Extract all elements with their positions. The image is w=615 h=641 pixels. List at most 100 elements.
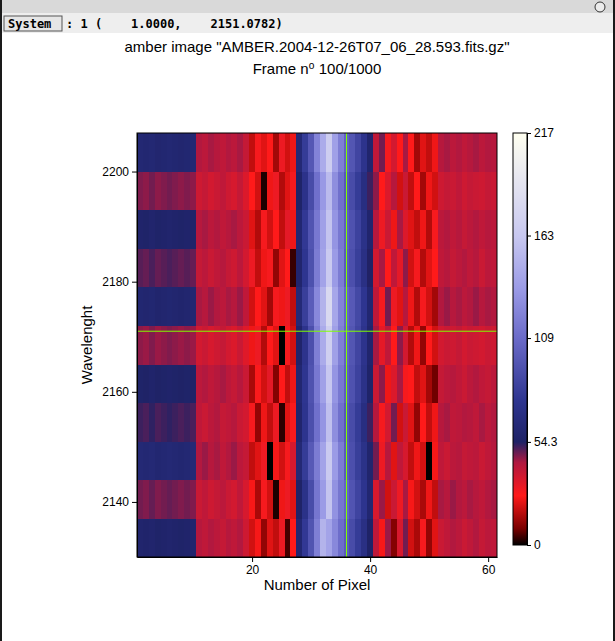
heatmap-cell <box>438 441 444 480</box>
tick-label: 54.3 <box>534 435 558 449</box>
heatmap-cell <box>438 287 444 326</box>
heatmap-cell <box>473 441 479 480</box>
heatmap-cell <box>432 172 438 211</box>
heatmap-cell <box>226 210 232 249</box>
chart-title: amber image "AMBER.2004-12-26T07_06_28.5… <box>124 38 509 55</box>
heatmap-cell <box>196 480 202 519</box>
heatmap-cell <box>267 403 273 442</box>
heatmap-cell <box>379 249 385 288</box>
heatmap-cell <box>420 249 426 288</box>
tick: 163 <box>527 229 554 243</box>
heatmap-cell <box>467 518 473 557</box>
heatmap-cell <box>338 364 344 403</box>
heatmap-cell <box>190 287 196 326</box>
heatmap-cell <box>485 172 491 211</box>
heatmap-cell <box>491 441 497 480</box>
heatmap-cell <box>308 172 314 211</box>
heatmap-cell <box>456 518 462 557</box>
heatmap-cell <box>414 133 420 172</box>
heatmap-cell <box>426 518 432 557</box>
heatmap-cell <box>237 172 243 211</box>
heatmap-cell <box>143 249 149 288</box>
heatmap-cell <box>214 364 220 403</box>
tick-label: 163 <box>534 229 554 243</box>
heatmap-cell <box>473 172 479 211</box>
heatmap-cell <box>155 172 161 211</box>
heatmap-cell <box>385 133 391 172</box>
heatmap-cell <box>285 210 291 249</box>
heatmap-cell <box>184 172 190 211</box>
heatmap-cell <box>314 210 320 249</box>
heatmap-cell <box>414 172 420 211</box>
heatmap-cell <box>178 403 184 442</box>
tick: 217 <box>527 126 554 140</box>
heatmap-cell <box>196 364 202 403</box>
heatmap-cell <box>432 518 438 557</box>
heatmap-cell <box>302 364 308 403</box>
heatmap-cell <box>290 403 296 442</box>
heatmap-cell <box>403 249 409 288</box>
heatmap-cell <box>467 172 473 211</box>
heatmap-cell <box>491 403 497 442</box>
heatmap-cell <box>161 210 167 249</box>
heatmap-cell <box>273 210 279 249</box>
heatmap-cell <box>355 403 361 442</box>
heatmap-cell <box>403 441 409 480</box>
heatmap-cell <box>349 364 355 403</box>
heatmap-cell <box>167 403 173 442</box>
heatmap-cell <box>172 364 178 403</box>
heatmap-cell <box>314 287 320 326</box>
heatmap-cell <box>279 287 285 326</box>
heatmap-cell <box>243 518 249 557</box>
heatmap-cell <box>332 441 338 480</box>
heatmap-cell <box>326 403 332 442</box>
heatmap-cell <box>373 518 379 557</box>
heatmap-cell <box>450 518 456 557</box>
heatmap-cell <box>237 249 243 288</box>
heatmap-cell <box>385 249 391 288</box>
heatmap-cell <box>338 480 344 519</box>
heatmap-cell <box>320 480 326 519</box>
heatmap-cell <box>361 210 367 249</box>
heatmap-cell <box>367 403 373 442</box>
heatmap-cell <box>231 133 237 172</box>
heatmap-cell <box>326 364 332 403</box>
heatmap-cell <box>167 249 173 288</box>
heatmap-cell <box>249 172 255 211</box>
heatmap-cell <box>438 403 444 442</box>
heatmap-cell <box>178 210 184 249</box>
heatmap-cell <box>361 403 367 442</box>
heatmap-cell <box>349 403 355 442</box>
heatmap-cell <box>479 172 485 211</box>
heatmap-cell <box>255 518 261 557</box>
heatmap-cell <box>261 441 267 480</box>
heatmap-cell <box>285 172 291 211</box>
tick: 0 <box>527 538 541 552</box>
heatmap-cell <box>444 287 450 326</box>
heatmap-cell <box>385 172 391 211</box>
heatmap-cell <box>155 403 161 442</box>
heatmap-cell <box>450 210 456 249</box>
heatmap-cell <box>184 403 190 442</box>
heatmap-cell <box>479 364 485 403</box>
heatmap-cell <box>332 210 338 249</box>
heatmap-cell <box>161 518 167 557</box>
heatmap-cell <box>385 210 391 249</box>
heatmap-cell <box>332 364 338 403</box>
heatmap-cell <box>467 210 473 249</box>
heatmap-cell <box>467 287 473 326</box>
heatmap-cell <box>338 441 344 480</box>
window-panel <box>2 0 613 641</box>
chart-subtitle: Frame n⁰ 100/1000 <box>253 60 382 77</box>
heatmap-cell <box>172 287 178 326</box>
heatmap-cell <box>450 480 456 519</box>
heatmap-cell <box>432 133 438 172</box>
heatmap-cell <box>391 210 397 249</box>
heatmap-cell <box>391 133 397 172</box>
heatmap-cell <box>178 287 184 326</box>
heatmap-cell <box>214 441 220 480</box>
colorbar-frame <box>513 133 527 545</box>
heatmap-cell <box>261 403 267 442</box>
heatmap-cell <box>462 133 468 172</box>
heatmap-cell <box>379 133 385 172</box>
